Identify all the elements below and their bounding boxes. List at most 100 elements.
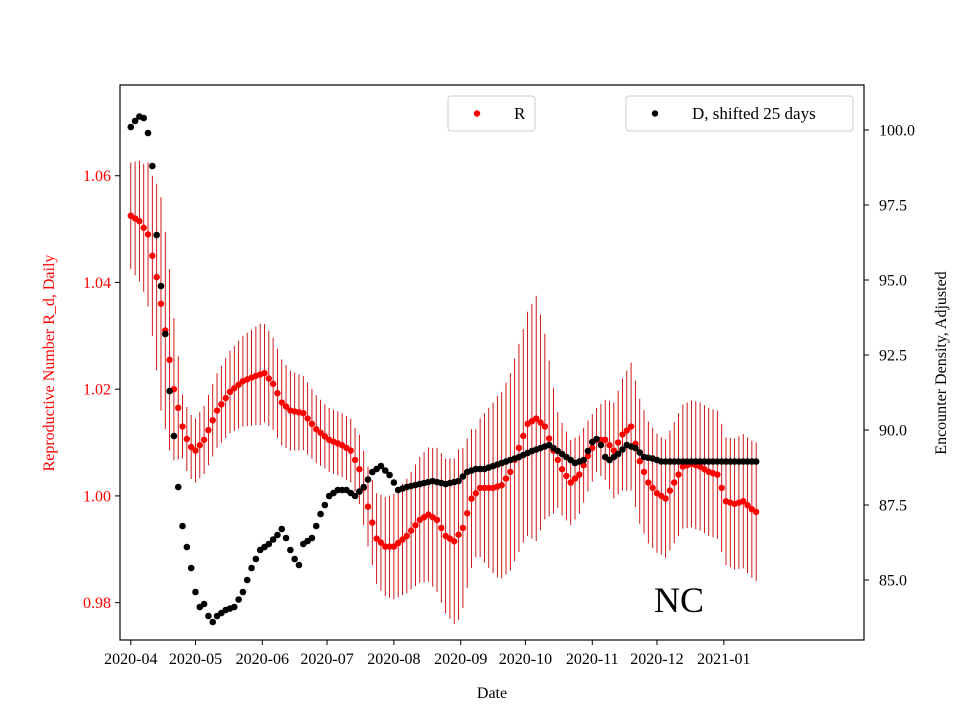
d-point — [282, 534, 290, 542]
d-point — [351, 492, 359, 500]
r-point — [282, 403, 290, 410]
d-point — [200, 600, 208, 608]
r-point — [175, 404, 182, 412]
r-point — [157, 300, 165, 307]
r-point — [606, 442, 613, 449]
r-point — [317, 429, 324, 436]
r-point — [662, 495, 669, 502]
r-point — [602, 436, 609, 444]
r-point — [614, 439, 622, 446]
r-point — [187, 443, 195, 451]
r-point — [718, 484, 725, 492]
d-point — [140, 114, 148, 122]
r-point — [464, 510, 471, 517]
r-point — [274, 389, 281, 397]
r-point — [619, 431, 626, 438]
d-point — [317, 510, 324, 518]
d-point — [252, 555, 260, 563]
r-point — [554, 456, 561, 464]
r-point — [584, 452, 592, 460]
d-point — [183, 543, 191, 551]
d-point — [230, 603, 238, 611]
r-point — [502, 475, 510, 482]
r-point — [403, 532, 411, 540]
y-right-tick-label: 87.5 — [879, 498, 907, 515]
x-tick-label: 2021-01 — [697, 651, 750, 668]
r-point — [265, 375, 272, 382]
r-point — [394, 539, 402, 547]
r-point — [140, 224, 147, 231]
y-right-tick-label: 90.0 — [879, 423, 907, 440]
r-point — [576, 471, 583, 478]
d-point — [239, 588, 247, 596]
d-point — [390, 479, 398, 486]
r-point — [153, 273, 160, 281]
legend-d-label: D, shifted 25 days — [692, 104, 816, 123]
r-point — [300, 409, 307, 417]
x-tick-label: 2020-07 — [300, 651, 353, 668]
d-point — [593, 435, 600, 443]
r-point — [222, 394, 229, 402]
r-point — [545, 435, 553, 442]
d-point — [287, 546, 294, 554]
r-point — [218, 401, 225, 408]
y-left-tick-label: 0.98 — [83, 595, 111, 612]
d-point — [131, 117, 139, 125]
r-point — [407, 527, 415, 534]
r-point — [451, 538, 458, 545]
r-point — [567, 479, 574, 486]
d-point — [278, 525, 286, 533]
x-axis-label: Date — [477, 685, 507, 702]
d-point — [274, 531, 281, 539]
r-point — [640, 468, 648, 476]
r-point — [373, 535, 380, 542]
plot-frame — [119, 84, 865, 641]
d-point — [235, 596, 242, 603]
d-point — [597, 441, 605, 449]
x-tick-label: 2020-11 — [566, 651, 619, 668]
r-point — [313, 426, 320, 433]
r-point — [438, 524, 445, 532]
r-point — [649, 484, 656, 492]
r-point — [636, 458, 643, 465]
legend-d-marker — [651, 110, 659, 117]
d-point — [248, 564, 255, 572]
d-point — [386, 471, 393, 479]
y-left-tick-label: 1.02 — [83, 382, 111, 399]
d-point — [161, 330, 169, 338]
r-point — [192, 447, 199, 454]
r-point — [645, 479, 652, 486]
r-point — [744, 502, 751, 509]
r-point — [459, 524, 467, 532]
r-point — [623, 427, 630, 434]
x-axis: 2020-04 2020-05 2020-06 2020-07 2020-08 2020-… — [104, 640, 750, 668]
region-label: NC — [654, 580, 704, 620]
d-point — [127, 123, 135, 131]
r-point — [666, 487, 674, 494]
r-point — [183, 435, 191, 443]
r-point — [364, 503, 372, 510]
d-point — [636, 449, 644, 456]
d-point — [321, 501, 329, 509]
left-y-axis: 0.98 1.00 1.02 1.04 1.06 — [83, 168, 120, 612]
d-point — [265, 540, 273, 548]
r-point — [563, 472, 570, 480]
d-point — [632, 444, 639, 452]
r-point — [205, 426, 212, 434]
r-point — [179, 423, 186, 430]
legend-d-box — [625, 95, 854, 132]
r-series — [127, 212, 760, 550]
r-point — [580, 462, 587, 469]
r-point — [149, 252, 156, 259]
d-point — [614, 450, 622, 458]
d-point — [381, 467, 389, 474]
x-tick-label: 2020-05 — [169, 651, 222, 668]
r-point — [537, 419, 544, 426]
x-tick-label: 2020-12 — [630, 651, 683, 668]
r-point — [196, 442, 203, 449]
r-point — [209, 417, 216, 424]
r-point — [166, 356, 173, 364]
y-left-tick-label: 1.00 — [83, 488, 111, 505]
right-y-axis-label: Encounter Density, Adjusted — [933, 271, 950, 454]
